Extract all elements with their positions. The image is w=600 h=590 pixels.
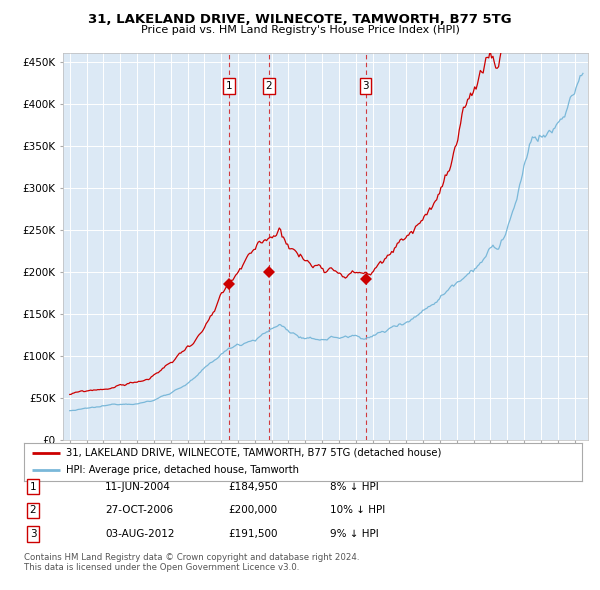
Text: 31, LAKELAND DRIVE, WILNECOTE, TAMWORTH, B77 5TG: 31, LAKELAND DRIVE, WILNECOTE, TAMWORTH,… <box>88 13 512 26</box>
Text: 3: 3 <box>362 81 369 91</box>
Text: £191,500: £191,500 <box>228 529 277 539</box>
Text: 10% ↓ HPI: 10% ↓ HPI <box>330 506 385 515</box>
Text: 8% ↓ HPI: 8% ↓ HPI <box>330 482 379 491</box>
Text: 03-AUG-2012: 03-AUG-2012 <box>105 529 175 539</box>
Text: 9% ↓ HPI: 9% ↓ HPI <box>330 529 379 539</box>
Text: 3: 3 <box>29 529 37 539</box>
Text: This data is licensed under the Open Government Licence v3.0.: This data is licensed under the Open Gov… <box>24 563 299 572</box>
Text: 1: 1 <box>226 81 232 91</box>
Text: 11-JUN-2004: 11-JUN-2004 <box>105 482 171 491</box>
Text: 2: 2 <box>265 81 272 91</box>
Text: Price paid vs. HM Land Registry's House Price Index (HPI): Price paid vs. HM Land Registry's House … <box>140 25 460 35</box>
Text: £184,950: £184,950 <box>228 482 278 491</box>
Text: 1: 1 <box>29 482 37 491</box>
Text: 31, LAKELAND DRIVE, WILNECOTE, TAMWORTH, B77 5TG (detached house): 31, LAKELAND DRIVE, WILNECOTE, TAMWORTH,… <box>66 448 441 458</box>
Text: HPI: Average price, detached house, Tamworth: HPI: Average price, detached house, Tamw… <box>66 466 299 476</box>
Text: 27-OCT-2006: 27-OCT-2006 <box>105 506 173 515</box>
Text: Contains HM Land Registry data © Crown copyright and database right 2024.: Contains HM Land Registry data © Crown c… <box>24 553 359 562</box>
Text: £200,000: £200,000 <box>228 506 277 515</box>
Text: 2: 2 <box>29 506 37 515</box>
